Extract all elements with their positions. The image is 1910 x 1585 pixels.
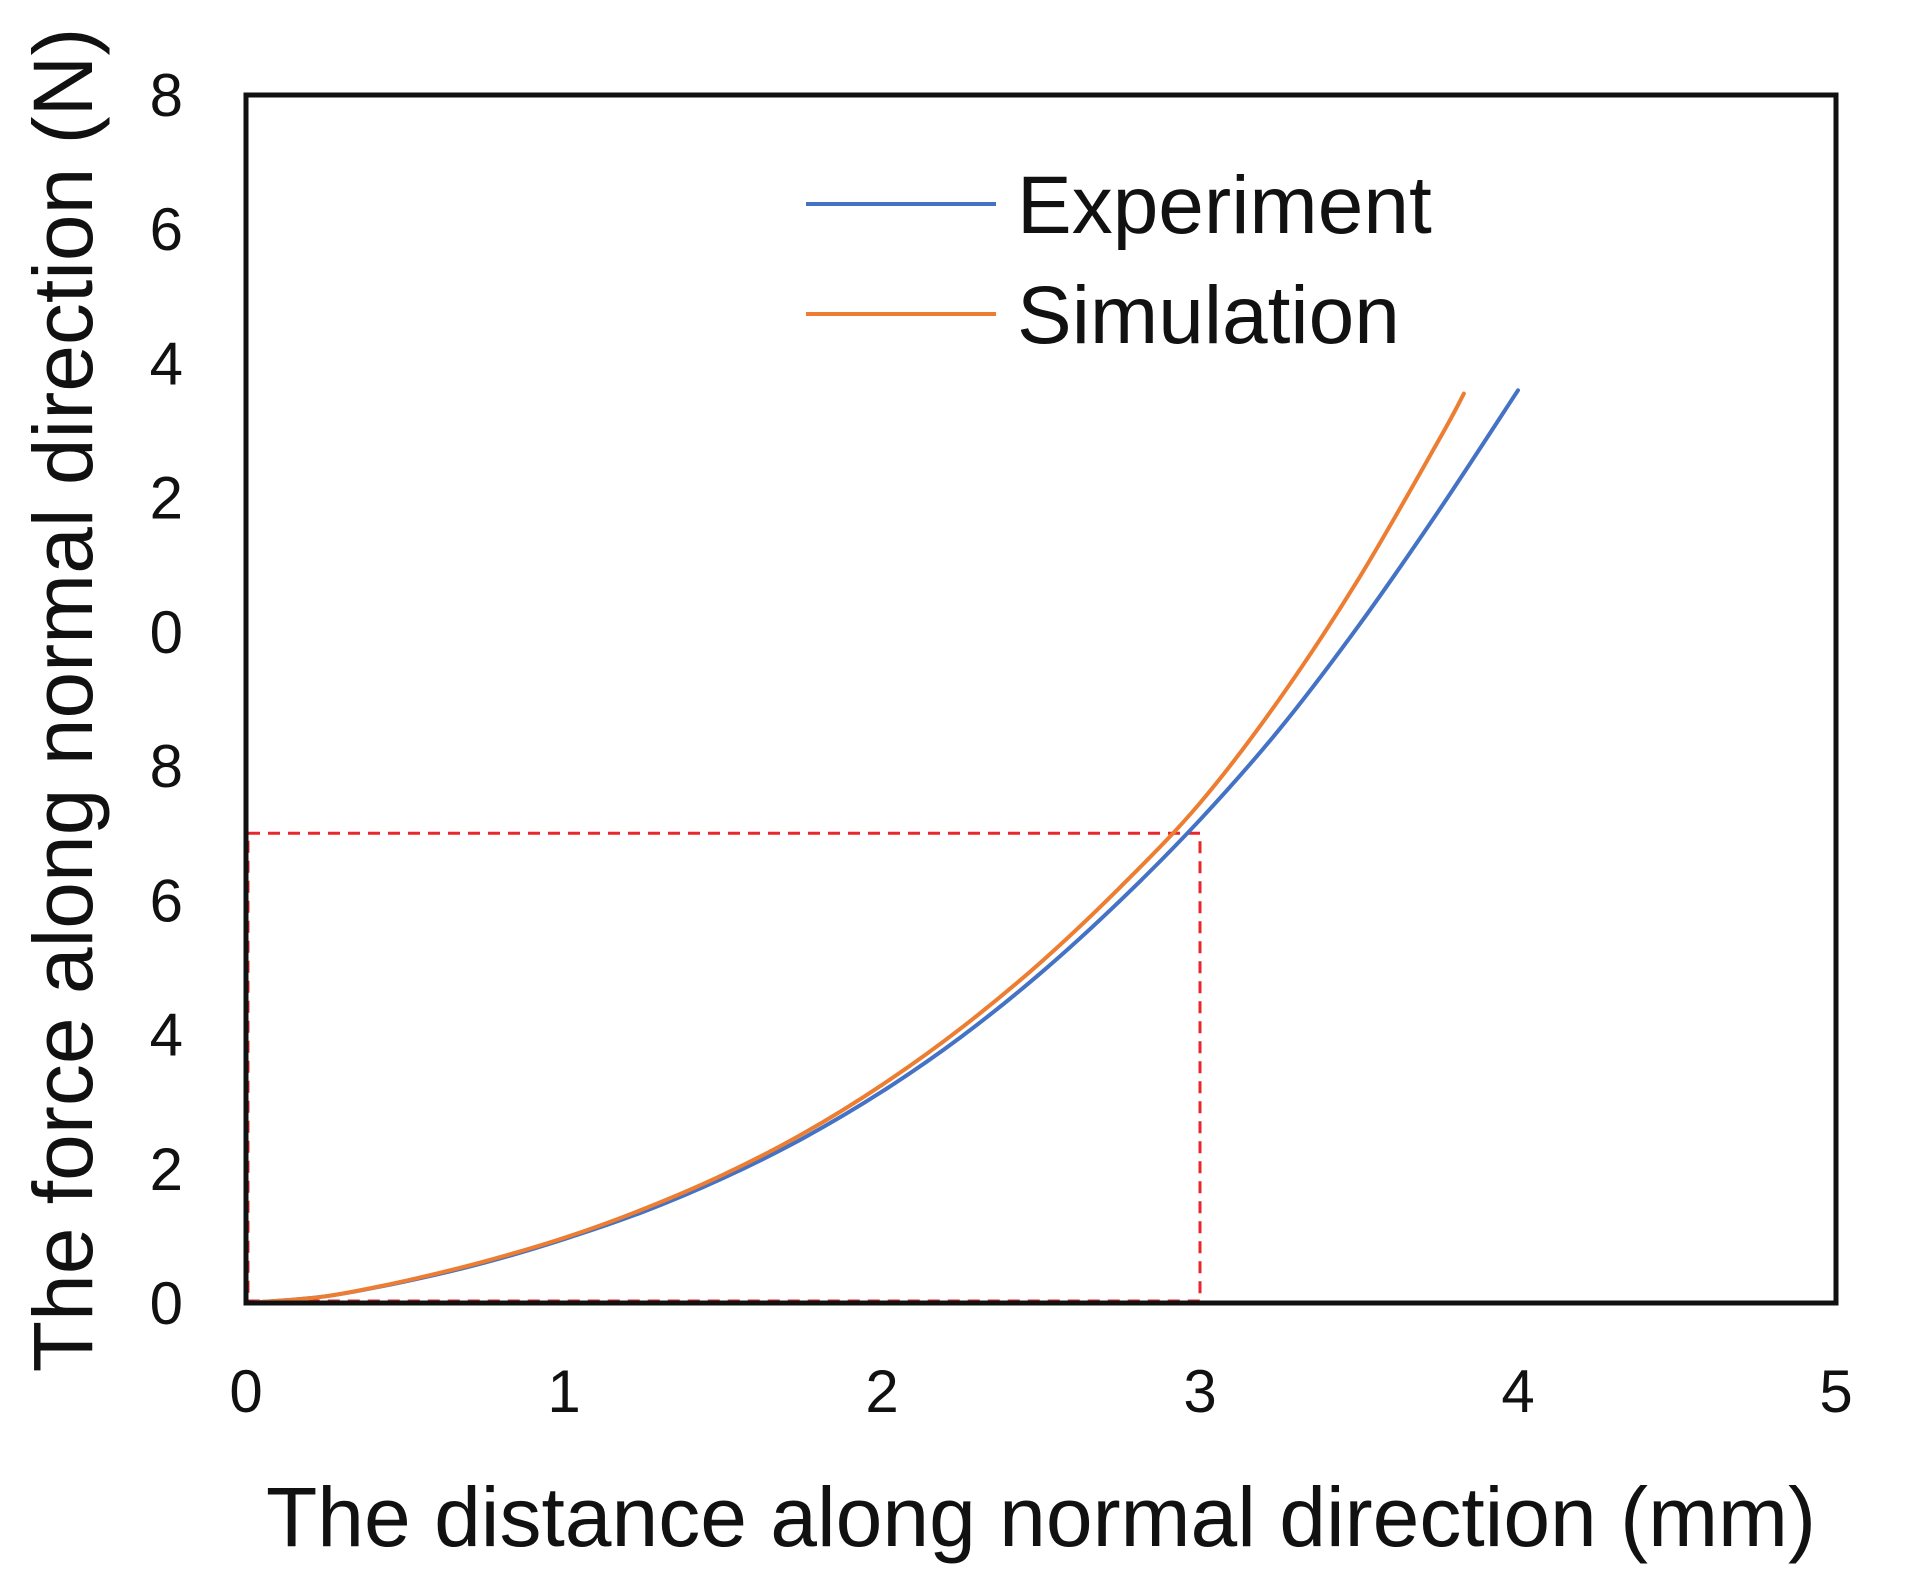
y-tick-label: 2 xyxy=(150,465,183,532)
series-line-simulation xyxy=(244,391,1466,1305)
y-tick-label: 2 xyxy=(150,1136,183,1203)
legend-label-simulation: Simulation xyxy=(1017,270,1400,361)
dashed-annotation-rectangle xyxy=(246,831,1202,1303)
annotation-layer xyxy=(246,831,1202,1303)
x-tick-labels: 0 1 2 3 4 5 xyxy=(229,1358,1852,1425)
y-tick-label: 4 xyxy=(150,330,183,397)
y-tick-labels: 0 2 4 6 8 0 2 4 6 8 xyxy=(150,62,183,1337)
x-tick-label: 1 xyxy=(547,1358,580,1425)
y-tick-label: 6 xyxy=(150,867,183,934)
legend: Experiment Simulation xyxy=(806,160,1432,361)
y-tick-label: 0 xyxy=(150,599,183,666)
x-axis-title: The distance along normal direction (mm) xyxy=(266,1470,1816,1564)
y-tick-label: 6 xyxy=(150,196,183,263)
plot-frame xyxy=(243,92,1839,1306)
y-tick-label: 0 xyxy=(150,1270,183,1337)
series-line-experiment xyxy=(244,388,1520,1305)
series-layer xyxy=(244,388,1520,1305)
legend-label-experiment: Experiment xyxy=(1017,160,1432,251)
x-tick-label: 0 xyxy=(229,1358,262,1425)
y-axis-title: The force along normal direction (N) xyxy=(16,28,110,1373)
x-tick-label: 3 xyxy=(1183,1358,1216,1425)
y-tick-label: 4 xyxy=(150,1002,183,1069)
y-tick-label: 8 xyxy=(150,733,183,800)
y-tick-label: 8 xyxy=(150,62,183,129)
x-tick-label: 2 xyxy=(865,1358,898,1425)
x-tick-label: 4 xyxy=(1501,1358,1534,1425)
x-tick-label: 5 xyxy=(1819,1358,1852,1425)
